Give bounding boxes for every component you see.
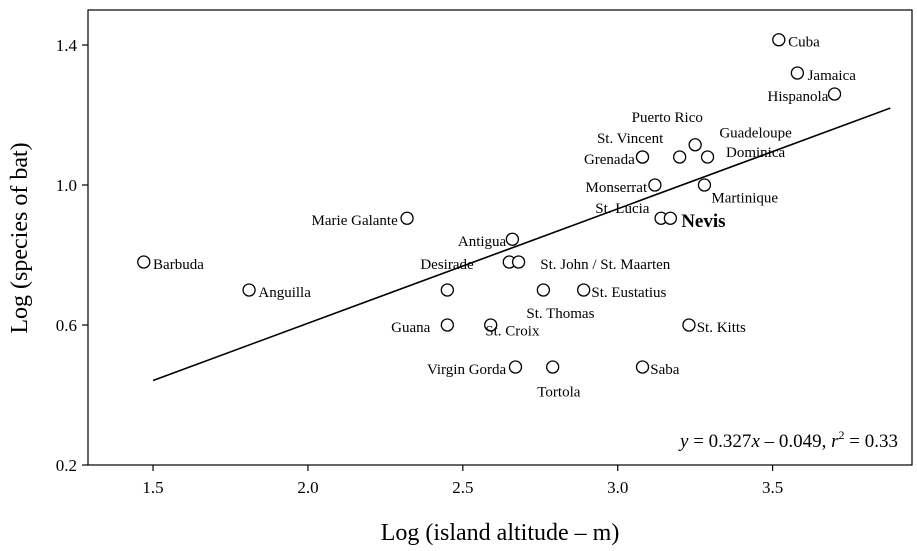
- data-point: [663, 211, 678, 225]
- point-label: Hispanola: [768, 89, 829, 105]
- data-point: [700, 150, 715, 164]
- point-label: St. Croix: [485, 323, 540, 339]
- data-point: [682, 318, 696, 332]
- point-label: Martinique: [711, 190, 778, 206]
- x-tick-label: 2.0: [297, 478, 318, 497]
- point-label: Dominica: [726, 145, 785, 161]
- point-label: Marie Galante: [312, 213, 399, 229]
- y-tick-label: 0.6: [56, 316, 77, 335]
- data-point: [400, 211, 414, 225]
- data-points: [137, 33, 842, 374]
- data-point: [790, 66, 805, 80]
- point-label: St. Vincent: [597, 131, 664, 147]
- eq-x-var: x: [750, 431, 760, 452]
- point-label: Monserrat: [585, 180, 647, 196]
- point-label: Jamaica: [808, 68, 857, 84]
- data-point: [440, 283, 454, 297]
- data-point: [137, 255, 151, 269]
- point-label: St. Thomas: [526, 306, 594, 322]
- point-label: Grenada: [584, 152, 635, 168]
- data-point: [440, 318, 454, 332]
- plot-frame: [87, 9, 913, 466]
- y-tick-label: 1.4: [56, 36, 78, 55]
- y-axis-label: Log (species of bat): [7, 142, 33, 333]
- axis-ticks: 1.5 2.0 2.5 3.0 3.5 0.2 0.6 1.0 1.4: [56, 36, 783, 497]
- data-point: [536, 283, 551, 297]
- eq-r-var: r: [831, 431, 839, 452]
- point-label: Antigua: [458, 234, 507, 250]
- point-label: St. Kitts: [697, 320, 746, 336]
- x-axis-label: Log (island altitude – m): [381, 520, 620, 546]
- point-label: Tortola: [537, 385, 580, 401]
- point-label: Guana: [391, 320, 430, 336]
- regression-equation: y = 0.327x – 0.049, r2 = 0.33: [678, 428, 898, 452]
- x-tick-label: 3.0: [607, 478, 628, 497]
- point-label: Guadeloupe: [719, 126, 792, 142]
- point-label: St. Lucia: [595, 201, 649, 217]
- data-point: [546, 360, 560, 374]
- point-label: Anguilla: [258, 285, 311, 301]
- data-point: [673, 150, 687, 164]
- data-point: [772, 33, 786, 47]
- point-label: St. John / St. Maarten: [540, 257, 670, 273]
- eq-r-sup: 2: [839, 428, 845, 442]
- data-point: [688, 138, 702, 152]
- data-point: [576, 283, 591, 297]
- point-label: Cuba: [788, 35, 820, 51]
- data-point: [505, 232, 520, 246]
- data-point: [511, 255, 526, 269]
- regression-line: [152, 107, 891, 382]
- point-label: Desirade: [420, 257, 474, 273]
- regression-line-group: [152, 107, 891, 382]
- data-point: [635, 360, 650, 374]
- data-point: [484, 318, 498, 332]
- y-tick-label: 0.2: [56, 456, 77, 475]
- data-point: [635, 150, 650, 164]
- point-label: Nevis: [681, 211, 725, 232]
- point-label: Virgin Gorda: [427, 362, 507, 378]
- point-label: St. Eustatius: [591, 285, 666, 301]
- point-label: Puerto Rico: [632, 110, 703, 126]
- data-point: [697, 178, 712, 192]
- eq-y-var: y: [678, 431, 689, 452]
- point-label: Saba: [650, 362, 680, 378]
- data-point: [648, 178, 662, 192]
- eq-body: = 0.327: [688, 431, 751, 452]
- eq-tail: – 0.049,: [760, 431, 831, 452]
- x-tick-label: 2.5: [452, 478, 473, 497]
- data-point: [827, 87, 842, 101]
- x-tick-label: 3.5: [762, 478, 783, 497]
- point-label: Barbuda: [153, 257, 204, 273]
- y-tick-label: 1.0: [56, 176, 77, 195]
- eq-r-value: = 0.33: [845, 431, 898, 452]
- data-point: [508, 360, 523, 374]
- point-labels: Cuba Jamaica Hispanola Puerto Rico St. Vince…: [153, 35, 856, 401]
- x-tick-label: 1.5: [142, 478, 163, 497]
- data-point: [242, 283, 256, 297]
